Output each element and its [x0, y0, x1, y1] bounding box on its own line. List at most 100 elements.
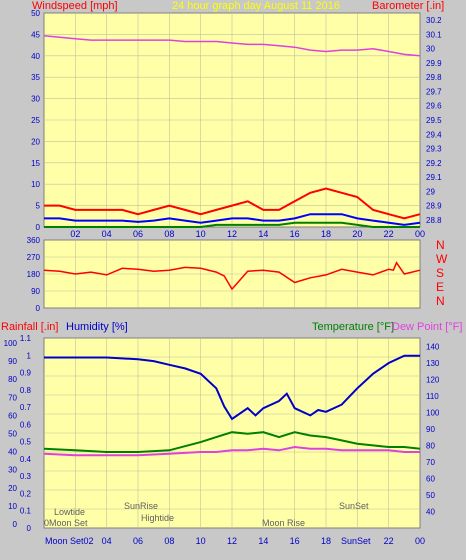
- y2-tick-label: 29.3: [426, 145, 442, 154]
- temp-tick-label: 60: [426, 474, 435, 483]
- y-tick-label: 270: [27, 253, 41, 262]
- x-tick-label: 16: [290, 536, 300, 546]
- rain-tick-label: 0.3: [20, 472, 32, 481]
- x-tick-label: 08: [164, 229, 174, 239]
- humidity-axis-title: Humidity [%]: [66, 321, 128, 333]
- x-tick-label: 08: [164, 536, 174, 546]
- rain-tick-label: 1.1: [20, 334, 32, 343]
- y-tick-label: 90: [31, 287, 40, 296]
- temp-tick-label: 80: [426, 441, 435, 450]
- annotation-sunrise: SunRise: [124, 501, 158, 511]
- annotation-hightide: Hightide: [141, 513, 174, 523]
- rain-tick-label: 0.4: [20, 455, 32, 464]
- y-tick-label: 50: [31, 9, 40, 18]
- temp-tick-label: 50: [426, 491, 435, 500]
- direction-line: [43, 261, 421, 291]
- x-tick-label: 18: [321, 536, 331, 546]
- y2-tick-label: 28.8: [426, 216, 442, 225]
- x-tick-label: 06: [133, 229, 143, 239]
- wind-gust-line: [44, 187, 421, 220]
- y-tick-label: 360: [27, 236, 41, 245]
- temperature-line: [43, 431, 421, 453]
- x-tick-label: 04: [102, 229, 112, 239]
- humidity-line: [44, 354, 420, 421]
- y2-tick-label: 30.1: [426, 30, 442, 39]
- direction-plot-grid: [44, 240, 420, 308]
- pressure-line: [43, 35, 421, 57]
- rain-tick-label: 0.5: [20, 438, 32, 447]
- annotation-moonrise: Moon Rise: [262, 518, 305, 528]
- humidity-tick-label: 0: [13, 520, 18, 529]
- x-tick-label: 14: [258, 229, 268, 239]
- compass-label: S: [436, 266, 444, 280]
- y2-tick-label: 29.9: [426, 59, 442, 68]
- x-tick-label: 02: [70, 229, 80, 239]
- x-tick-label: 22: [384, 229, 394, 239]
- x-tick-label: 16: [290, 229, 300, 239]
- y-tick-label: 10: [31, 180, 40, 189]
- windspeed-axis-title: Windspeed [mph]: [32, 0, 118, 12]
- temp-tick-label: 70: [426, 458, 435, 467]
- y-tick-label: 180: [27, 270, 41, 279]
- annotation-lowtide: Lowtide: [54, 507, 85, 517]
- y-tick-label: 20: [31, 137, 40, 146]
- humidity-tick-label: 20: [8, 484, 17, 493]
- wind-low-line: [44, 221, 420, 228]
- y2-tick-label: 29.5: [426, 116, 442, 125]
- rain-tick-label: 0.7: [20, 403, 32, 412]
- y2-tick-label: 29.4: [426, 130, 442, 139]
- y2-tick-label: 29.2: [426, 159, 442, 168]
- temperature-axis-title: Temperature [°F]: [312, 321, 394, 333]
- temp-tick-label: 100: [426, 408, 440, 417]
- annotation-sunset: SunSet: [339, 501, 369, 511]
- x-tick-label: 18: [321, 229, 331, 239]
- temp-tick-label: 140: [426, 342, 440, 351]
- rain-tick-label: 0.2: [20, 489, 32, 498]
- y2-tick-label: 28.9: [426, 202, 442, 211]
- y-tick-label: 30: [31, 95, 40, 104]
- humidity-tick-label: 10: [8, 502, 17, 511]
- rain-tick-label: 1: [27, 351, 32, 360]
- rain-tick-label: 0.6: [20, 420, 32, 429]
- humidity-tick-label: 40: [8, 448, 17, 457]
- humidity-tick-label: 70: [8, 393, 17, 402]
- y2-tick-label: 29.6: [426, 102, 442, 111]
- x-tick-label: 00: [415, 229, 425, 239]
- dewpoint-line: [43, 445, 420, 457]
- temp-tick-label: 90: [426, 425, 435, 434]
- compass-label: E: [436, 280, 444, 294]
- annotation-moonset-top: 0Moon Set: [44, 518, 88, 528]
- y2-tick-label: 29: [426, 187, 435, 196]
- y-tick-label: 0: [36, 223, 41, 232]
- x-tick-label: 12: [227, 536, 237, 546]
- compass-label: W: [436, 252, 448, 266]
- y2-tick-label: 29.1: [426, 173, 442, 182]
- x-tick-label: 04: [102, 536, 112, 546]
- rain-tick-label: 0.8: [20, 386, 32, 395]
- humidity-tick-label: 50: [8, 430, 17, 439]
- humidity-tick-label: 100: [4, 339, 18, 348]
- x-tick-label: 10: [196, 536, 206, 546]
- barometer-axis-title: Barometer [.in]: [372, 0, 444, 12]
- x-tick-label: 20: [352, 229, 362, 239]
- humidity-tick-label: 30: [8, 466, 17, 475]
- wind-plot-grid: [44, 13, 420, 227]
- series-lines: [43, 35, 421, 457]
- temp-tick-label: 130: [426, 359, 440, 368]
- rain-tick-label: 0: [27, 524, 32, 533]
- compass-label: N: [436, 294, 445, 308]
- x-tick-label: 10: [196, 229, 206, 239]
- humidity-tick-label: 90: [8, 357, 17, 366]
- wind-avg-line: [44, 213, 421, 226]
- y2-tick-label: 30.2: [426, 16, 442, 25]
- compass-label: N: [436, 238, 445, 252]
- x-tick-label: 06: [133, 536, 143, 546]
- dewpoint-axis-title: Dew Point [°F]: [392, 321, 462, 333]
- y-tick-label: 0: [36, 304, 41, 313]
- y-tick-label: 15: [31, 159, 40, 168]
- y2-tick-label: 30: [426, 45, 435, 54]
- x-tick-label: 12: [227, 229, 237, 239]
- x-tick-label: 00: [415, 536, 425, 546]
